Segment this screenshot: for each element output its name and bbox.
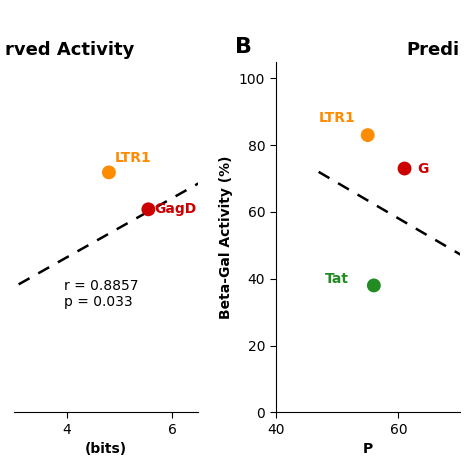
Text: B: B	[235, 37, 252, 57]
Text: LTR1: LTR1	[319, 111, 356, 126]
X-axis label: P: P	[363, 442, 373, 456]
Point	[370, 282, 378, 289]
Text: GagD: GagD	[155, 202, 197, 216]
Text: G: G	[417, 162, 428, 175]
Point	[105, 169, 113, 176]
Text: Tat: Tat	[325, 272, 349, 286]
Y-axis label: Beta-Gal Activity (%): Beta-Gal Activity (%)	[219, 155, 233, 319]
Point	[401, 165, 408, 173]
Text: rved Activity: rved Activity	[5, 41, 135, 59]
Point	[145, 206, 152, 213]
Text: Predi: Predi	[407, 41, 460, 59]
Text: r = 0.8857
p = 0.033: r = 0.8857 p = 0.033	[64, 279, 139, 310]
Point	[364, 131, 372, 139]
X-axis label: (bits): (bits)	[85, 442, 128, 456]
Text: LTR1: LTR1	[115, 151, 152, 164]
